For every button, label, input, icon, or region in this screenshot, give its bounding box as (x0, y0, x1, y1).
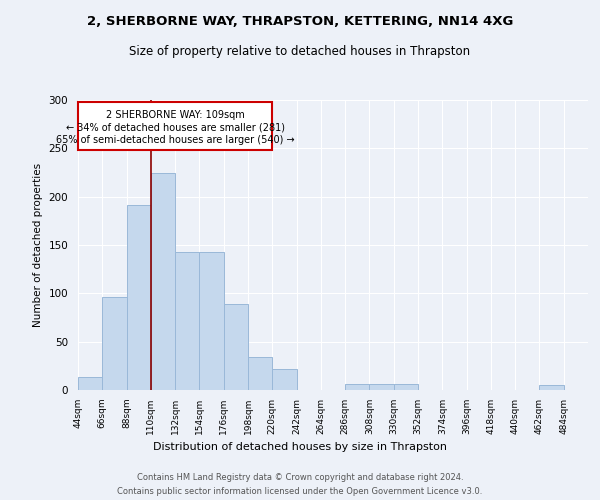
Bar (370, 384, 394, 390)
Text: Contains HM Land Registry data © Crown copyright and database right 2024.: Contains HM Land Registry data © Crown c… (137, 472, 463, 482)
Text: Distribution of detached houses by size in Thrapston: Distribution of detached houses by size … (153, 442, 447, 452)
Bar (199, 252, 224, 390)
Text: Contains public sector information licensed under the Open Government Licence v3: Contains public sector information licen… (118, 488, 482, 496)
Text: ← 34% of detached houses are smaller (281): ← 34% of detached houses are smaller (28… (65, 122, 284, 132)
Text: 65% of semi-detached houses are larger (540) →: 65% of semi-detached houses are larger (… (56, 135, 295, 145)
Text: Size of property relative to detached houses in Thrapston: Size of property relative to detached ho… (130, 45, 470, 58)
Bar (248, 357, 272, 390)
Bar (394, 384, 418, 390)
Text: 2 SHERBORNE WAY: 109sqm: 2 SHERBORNE WAY: 109sqm (106, 110, 245, 120)
Y-axis label: Number of detached properties: Number of detached properties (33, 163, 43, 327)
Bar (127, 206, 151, 390)
Bar (102, 297, 127, 390)
Bar (224, 304, 248, 390)
Bar (78, 378, 102, 390)
Bar (272, 368, 296, 390)
Bar (345, 384, 370, 390)
FancyBboxPatch shape (78, 102, 272, 150)
Bar (539, 385, 564, 390)
Bar (151, 174, 175, 390)
Text: 2, SHERBORNE WAY, THRAPSTON, KETTERING, NN14 4XG: 2, SHERBORNE WAY, THRAPSTON, KETTERING, … (87, 15, 513, 28)
Bar (175, 252, 199, 390)
